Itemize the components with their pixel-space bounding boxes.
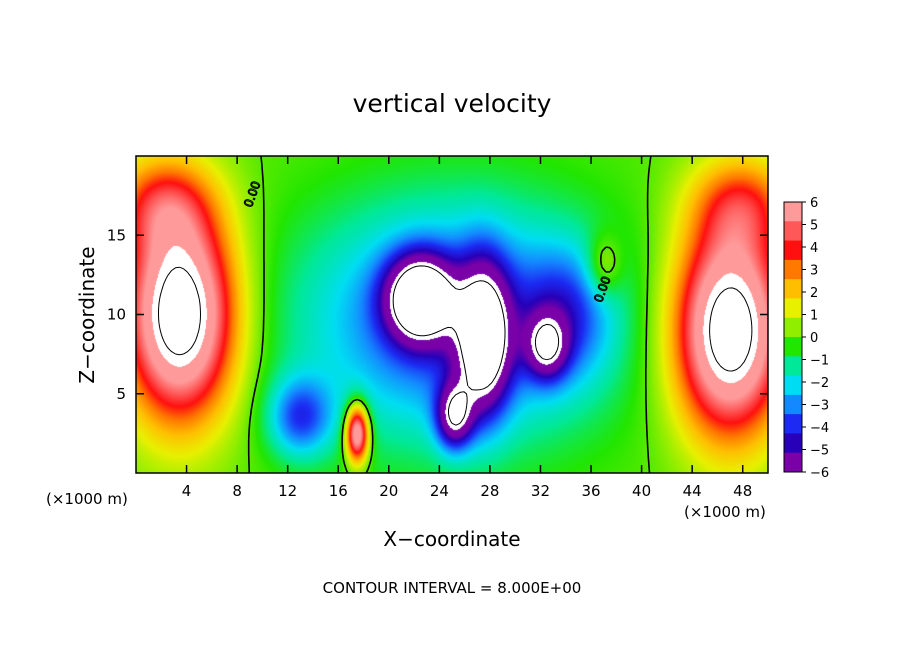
x-tick-label: 32 (531, 482, 550, 500)
x-tick-label: 28 (480, 482, 499, 500)
colorbar-label: −2 (810, 376, 829, 391)
zero-contour (247, 155, 652, 474)
y-axis: 5 10 15 (107, 226, 768, 403)
y-unit-label: (×1000 m) (46, 490, 128, 508)
y-tick-label: 10 (107, 306, 126, 324)
colorbar-label: 6 (810, 196, 818, 211)
colorbar-label: 2 (810, 286, 818, 301)
x-tick-label: 40 (632, 482, 651, 500)
colorbar-swatch (784, 452, 802, 473)
colorbar-swatch (784, 356, 802, 377)
x-tick-label: 20 (379, 482, 398, 500)
colorbar-swatch (784, 240, 802, 261)
colorbar-label: −4 (810, 421, 829, 436)
x-tick-label: 48 (733, 482, 752, 500)
colorbar-swatch (784, 279, 802, 299)
colorbar: 6 5 4 3 2 1 0 −1 −2 −3 −4 −5 −6 (783, 196, 829, 481)
x-tick-label: 44 (683, 482, 702, 500)
colorbar-label: −5 (810, 444, 829, 459)
colorbar-swatch (784, 337, 802, 357)
positive-contour (158, 266, 753, 372)
colorbar-swatch (784, 202, 802, 222)
colorbar-swatch (784, 375, 802, 396)
colorbar-swatch (784, 394, 802, 415)
velocity-field (136, 156, 768, 473)
negative-contour (392, 265, 560, 426)
colorbar-label: 4 (810, 241, 818, 256)
colorbar-label: 1 (810, 309, 818, 324)
colorbar-label: 3 (810, 264, 818, 279)
y-tick-label: 15 (107, 226, 126, 244)
colorbar-swatch (784, 433, 802, 454)
colorbar-label: 5 (810, 219, 818, 234)
colorbar-swatch (784, 317, 802, 338)
x-axis: 4 8 12 16 20 24 28 32 36 40 44 48 (182, 156, 752, 500)
colorbar-swatch (784, 414, 802, 434)
x-tick-label: 16 (329, 482, 348, 500)
contour-interval-note: CONTOUR INTERVAL = 8.000E+00 (323, 579, 582, 597)
x-tick-label: 24 (430, 482, 449, 500)
y-tick-label: 5 (116, 385, 126, 403)
x-tick-label: 4 (182, 482, 192, 500)
chart-title: vertical velocity (353, 89, 552, 118)
colorbar-label: −1 (810, 354, 829, 369)
colorbar-swatch (784, 259, 802, 280)
colorbar-label: −3 (810, 399, 829, 414)
y-axis-label: Z−coordinate (75, 246, 99, 383)
x-tick-label: 8 (232, 482, 242, 500)
colorbar-label: −6 (810, 466, 829, 481)
colorbar-swatch (784, 298, 802, 319)
colorbar-label: 0 (810, 331, 818, 346)
x-axis-label: X−coordinate (383, 527, 520, 551)
x-tick-label: 12 (278, 482, 297, 500)
x-unit-label: (×1000 m) (684, 503, 766, 521)
x-tick-label: 36 (581, 482, 600, 500)
colorbar-swatch (784, 221, 802, 242)
